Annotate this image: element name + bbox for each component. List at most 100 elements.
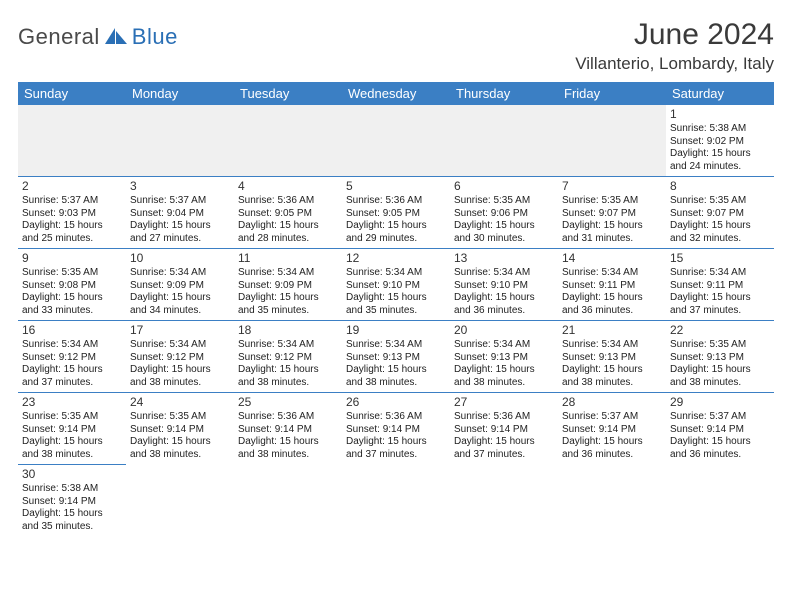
logo-text-general: General	[18, 24, 100, 50]
calendar-row: 2Sunrise: 5:37 AMSunset: 9:03 PMDaylight…	[18, 177, 774, 249]
calendar-day: 9Sunrise: 5:35 AMSunset: 9:08 PMDaylight…	[18, 249, 126, 321]
day-info: Sunrise: 5:36 AMSunset: 9:05 PMDaylight:…	[346, 195, 446, 245]
calendar-empty	[126, 465, 234, 537]
day-info: Sunrise: 5:34 AMSunset: 9:12 PMDaylight:…	[130, 339, 230, 389]
calendar-day: 8Sunrise: 5:35 AMSunset: 9:07 PMDaylight…	[666, 177, 774, 249]
calendar-day: 3Sunrise: 5:37 AMSunset: 9:04 PMDaylight…	[126, 177, 234, 249]
calendar-row: 23Sunrise: 5:35 AMSunset: 9:14 PMDayligh…	[18, 393, 774, 465]
day-info: Sunrise: 5:37 AMSunset: 9:14 PMDaylight:…	[562, 411, 662, 461]
calendar-row: 30Sunrise: 5:38 AMSunset: 9:14 PMDayligh…	[18, 465, 774, 537]
calendar-day: 27Sunrise: 5:36 AMSunset: 9:14 PMDayligh…	[450, 393, 558, 465]
calendar-empty	[18, 105, 126, 177]
title-block: June 2024 Villanterio, Lombardy, Italy	[575, 18, 774, 74]
day-info: Sunrise: 5:35 AMSunset: 9:07 PMDaylight:…	[562, 195, 662, 245]
calendar-day: 12Sunrise: 5:34 AMSunset: 9:10 PMDayligh…	[342, 249, 450, 321]
day-number: 29	[670, 395, 770, 410]
day-number: 30	[22, 467, 122, 482]
day-info: Sunrise: 5:36 AMSunset: 9:14 PMDaylight:…	[346, 411, 446, 461]
day-info: Sunrise: 5:38 AMSunset: 9:14 PMDaylight:…	[22, 483, 122, 533]
day-info: Sunrise: 5:34 AMSunset: 9:09 PMDaylight:…	[238, 267, 338, 317]
calendar-empty	[558, 465, 666, 537]
calendar-day: 2Sunrise: 5:37 AMSunset: 9:03 PMDaylight…	[18, 177, 126, 249]
day-number: 9	[22, 251, 122, 266]
day-number: 15	[670, 251, 770, 266]
day-info: Sunrise: 5:37 AMSunset: 9:14 PMDaylight:…	[670, 411, 770, 461]
day-number: 28	[562, 395, 662, 410]
logo: General Blue	[18, 24, 178, 50]
day-info: Sunrise: 5:38 AMSunset: 9:02 PMDaylight:…	[670, 123, 770, 173]
day-number: 18	[238, 323, 338, 338]
month-title: June 2024	[575, 18, 774, 52]
day-number: 4	[238, 179, 338, 194]
day-info: Sunrise: 5:36 AMSunset: 9:05 PMDaylight:…	[238, 195, 338, 245]
day-number: 24	[130, 395, 230, 410]
calendar-day: 15Sunrise: 5:34 AMSunset: 9:11 PMDayligh…	[666, 249, 774, 321]
calendar-empty	[126, 105, 234, 177]
day-info: Sunrise: 5:34 AMSunset: 9:12 PMDaylight:…	[22, 339, 122, 389]
day-number: 2	[22, 179, 122, 194]
calendar-day: 6Sunrise: 5:35 AMSunset: 9:06 PMDaylight…	[450, 177, 558, 249]
weekday-header-cell: Thursday	[450, 82, 558, 105]
sail-icon	[103, 26, 129, 51]
calendar-day: 10Sunrise: 5:34 AMSunset: 9:09 PMDayligh…	[126, 249, 234, 321]
day-info: Sunrise: 5:34 AMSunset: 9:10 PMDaylight:…	[454, 267, 554, 317]
day-number: 10	[130, 251, 230, 266]
calendar-empty	[234, 105, 342, 177]
day-number: 26	[346, 395, 446, 410]
calendar-day: 21Sunrise: 5:34 AMSunset: 9:13 PMDayligh…	[558, 321, 666, 393]
day-info: Sunrise: 5:34 AMSunset: 9:10 PMDaylight:…	[346, 267, 446, 317]
calendar-row: 16Sunrise: 5:34 AMSunset: 9:12 PMDayligh…	[18, 321, 774, 393]
day-number: 5	[346, 179, 446, 194]
calendar-table: SundayMondayTuesdayWednesdayThursdayFrid…	[18, 82, 774, 536]
calendar-day: 20Sunrise: 5:34 AMSunset: 9:13 PMDayligh…	[450, 321, 558, 393]
weekday-header-cell: Friday	[558, 82, 666, 105]
day-info: Sunrise: 5:35 AMSunset: 9:14 PMDaylight:…	[130, 411, 230, 461]
day-number: 27	[454, 395, 554, 410]
day-info: Sunrise: 5:35 AMSunset: 9:14 PMDaylight:…	[22, 411, 122, 461]
calendar-day: 25Sunrise: 5:36 AMSunset: 9:14 PMDayligh…	[234, 393, 342, 465]
calendar-empty	[342, 465, 450, 537]
day-number: 16	[22, 323, 122, 338]
logo-text-blue: Blue	[132, 24, 178, 50]
day-info: Sunrise: 5:35 AMSunset: 9:06 PMDaylight:…	[454, 195, 554, 245]
day-number: 19	[346, 323, 446, 338]
calendar-empty	[558, 105, 666, 177]
day-number: 11	[238, 251, 338, 266]
day-info: Sunrise: 5:34 AMSunset: 9:13 PMDaylight:…	[562, 339, 662, 389]
calendar-day: 7Sunrise: 5:35 AMSunset: 9:07 PMDaylight…	[558, 177, 666, 249]
day-number: 12	[346, 251, 446, 266]
calendar-row: 9Sunrise: 5:35 AMSunset: 9:08 PMDaylight…	[18, 249, 774, 321]
day-number: 6	[454, 179, 554, 194]
day-info: Sunrise: 5:36 AMSunset: 9:14 PMDaylight:…	[238, 411, 338, 461]
day-number: 7	[562, 179, 662, 194]
day-number: 22	[670, 323, 770, 338]
day-number: 13	[454, 251, 554, 266]
day-number: 17	[130, 323, 230, 338]
weekday-header-cell: Tuesday	[234, 82, 342, 105]
calendar-empty	[450, 465, 558, 537]
calendar-empty	[450, 105, 558, 177]
calendar-row: 1Sunrise: 5:38 AMSunset: 9:02 PMDaylight…	[18, 105, 774, 177]
header: General Blue June 2024 Villanterio, Lomb…	[18, 18, 774, 74]
calendar-empty	[234, 465, 342, 537]
calendar-empty	[666, 465, 774, 537]
day-info: Sunrise: 5:34 AMSunset: 9:09 PMDaylight:…	[130, 267, 230, 317]
calendar-day: 23Sunrise: 5:35 AMSunset: 9:14 PMDayligh…	[18, 393, 126, 465]
day-number: 8	[670, 179, 770, 194]
calendar-day: 4Sunrise: 5:36 AMSunset: 9:05 PMDaylight…	[234, 177, 342, 249]
calendar-empty	[342, 105, 450, 177]
calendar-day: 28Sunrise: 5:37 AMSunset: 9:14 PMDayligh…	[558, 393, 666, 465]
weekday-header-cell: Wednesday	[342, 82, 450, 105]
calendar-day: 24Sunrise: 5:35 AMSunset: 9:14 PMDayligh…	[126, 393, 234, 465]
calendar-day: 14Sunrise: 5:34 AMSunset: 9:11 PMDayligh…	[558, 249, 666, 321]
calendar-day: 1Sunrise: 5:38 AMSunset: 9:02 PMDaylight…	[666, 105, 774, 177]
weekday-header: SundayMondayTuesdayWednesdayThursdayFrid…	[18, 82, 774, 105]
weekday-header-cell: Sunday	[18, 82, 126, 105]
calendar-day: 16Sunrise: 5:34 AMSunset: 9:12 PMDayligh…	[18, 321, 126, 393]
day-info: Sunrise: 5:37 AMSunset: 9:03 PMDaylight:…	[22, 195, 122, 245]
day-info: Sunrise: 5:35 AMSunset: 9:08 PMDaylight:…	[22, 267, 122, 317]
calendar-day: 5Sunrise: 5:36 AMSunset: 9:05 PMDaylight…	[342, 177, 450, 249]
day-number: 20	[454, 323, 554, 338]
day-info: Sunrise: 5:36 AMSunset: 9:14 PMDaylight:…	[454, 411, 554, 461]
calendar-day: 18Sunrise: 5:34 AMSunset: 9:12 PMDayligh…	[234, 321, 342, 393]
